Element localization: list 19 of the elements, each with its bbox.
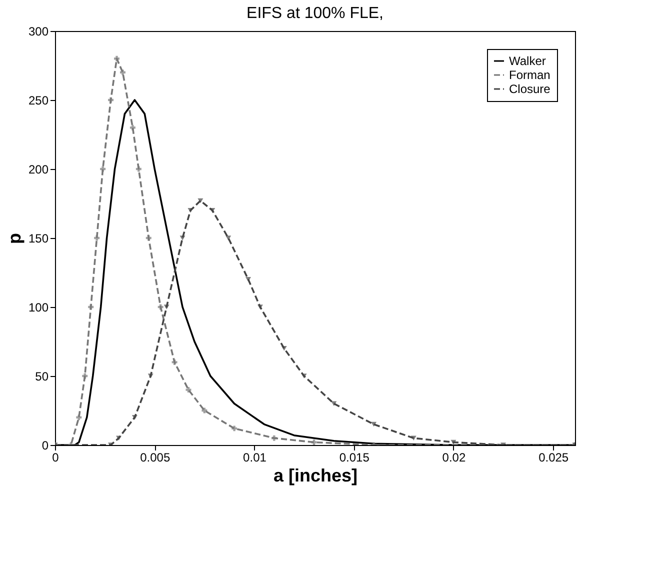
x-tick-label: 0.005 (140, 450, 170, 464)
y-tick-label: 200 (28, 162, 49, 176)
x-tick-label: 0.025 (538, 450, 569, 464)
x-axis-title: a [inches] (273, 466, 358, 486)
y-tick-label: 250 (28, 94, 49, 108)
y-tick-label: 50 (35, 370, 49, 384)
y-tick-label: 0 (42, 438, 49, 452)
x-tick-label: 0 (52, 450, 60, 464)
y-tick-label: 150 (28, 232, 49, 246)
x-tick-label: 0.01 (243, 450, 267, 464)
legend-label: Walker (509, 54, 546, 68)
x-tick-label: 0.02 (442, 450, 466, 464)
y-axis-title: p (4, 233, 24, 244)
x-tick-label: 0.015 (339, 450, 370, 464)
legend-label: Forman (509, 68, 550, 82)
chart-title: EIFS at 100% FLE, (246, 5, 384, 22)
y-tick-label: 300 (28, 24, 49, 38)
y-tick-label: 100 (28, 300, 49, 314)
legend-label: Closure (509, 82, 551, 96)
